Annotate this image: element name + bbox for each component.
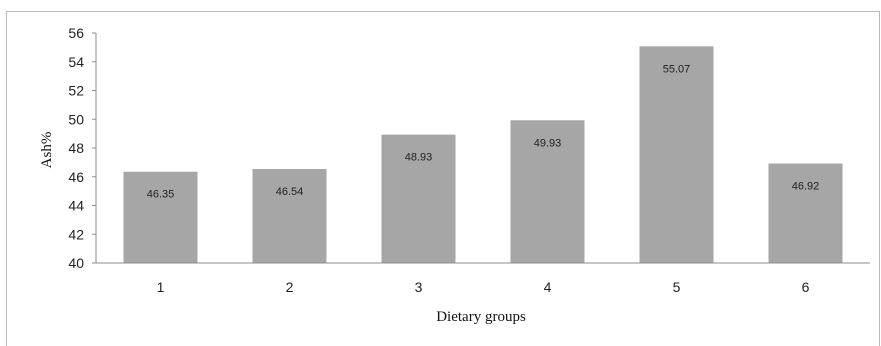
bar: [381, 134, 456, 263]
chart-frame: [6, 11, 880, 346]
y-tick-label: 48: [68, 140, 84, 156]
bar: [123, 171, 198, 263]
y-tick-label: 52: [68, 83, 84, 99]
bar-data-label: 48.93: [405, 152, 433, 164]
y-tick-label: 50: [68, 111, 84, 127]
x-tick-label: 4: [544, 279, 552, 295]
bar-data-label: 55.07: [663, 63, 691, 75]
bar: [252, 168, 327, 263]
bar: [768, 163, 843, 263]
y-tick-label: 42: [68, 226, 84, 242]
y-tick-label: 44: [68, 198, 84, 214]
y-axis-title: Ash%: [39, 132, 55, 169]
x-tick-label: 3: [415, 279, 423, 295]
bar: [510, 120, 585, 263]
bar-data-label: 46.92: [792, 181, 820, 193]
y-tick-label: 40: [68, 255, 84, 271]
bar-data-label: 49.93: [534, 137, 562, 149]
bar-data-label: 46.35: [147, 189, 175, 201]
x-tick-label: 1: [157, 279, 165, 295]
x-axis-title: Dietary groups: [436, 309, 526, 325]
x-tick-label: 6: [802, 279, 810, 295]
bar: [639, 46, 714, 264]
y-tick-label: 54: [68, 54, 84, 70]
x-tick-label: 5: [673, 279, 681, 295]
bar-data-label: 46.54: [276, 186, 304, 198]
y-tick-label: 46: [68, 169, 84, 185]
x-tick-label: 2: [286, 279, 294, 295]
y-tick-label: 56: [68, 25, 84, 41]
